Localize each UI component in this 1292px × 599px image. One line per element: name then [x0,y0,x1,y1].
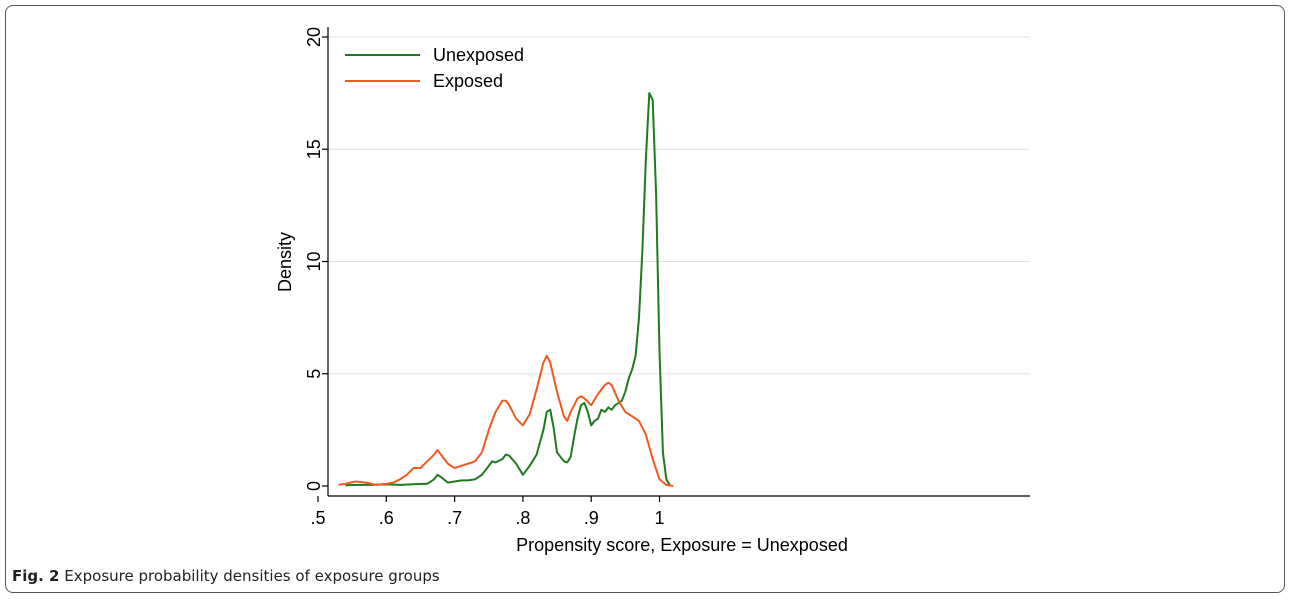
caption-text: Exposure probability densities of exposu… [64,567,440,585]
y-tick-label-5: 5 [304,369,324,379]
grid-lines [328,36,1030,375]
x-tick-label-.8: .8 [515,508,530,528]
x-tick-label-.6: .6 [379,508,394,528]
caption-label: Fig. 2 [12,567,60,585]
x-axis: .5 .6 .7 .8 .9 1 [310,495,1030,528]
y-axis-label: Density [275,232,295,292]
y-tick-label-10: 10 [304,251,324,271]
legend-label-unexposed: Unexposed [433,45,524,65]
x-tick-label-1: 1 [654,508,664,528]
legend: Unexposed Exposed [345,45,524,91]
y-tick-label-20: 20 [304,27,324,47]
legend-label-exposed: Exposed [433,71,503,91]
x-tick-label-.7: .7 [447,508,462,528]
x-tick-label-.9: .9 [584,508,599,528]
y-tick-label-15: 15 [304,139,324,159]
series-lines [338,92,674,487]
y-axis: 0 5 10 15 20 [304,27,329,496]
figure-caption: Fig. 2 Exposure probability densities of… [12,567,440,585]
figure-frame [5,5,1285,593]
x-tick-label-.5: .5 [310,508,325,528]
series-line-exposed [338,354,674,487]
y-tick-label-0: 0 [304,481,324,491]
x-axis-label: Propensity score, Exposure = Unexposed [516,535,848,555]
series-line-unexposed [345,92,671,487]
